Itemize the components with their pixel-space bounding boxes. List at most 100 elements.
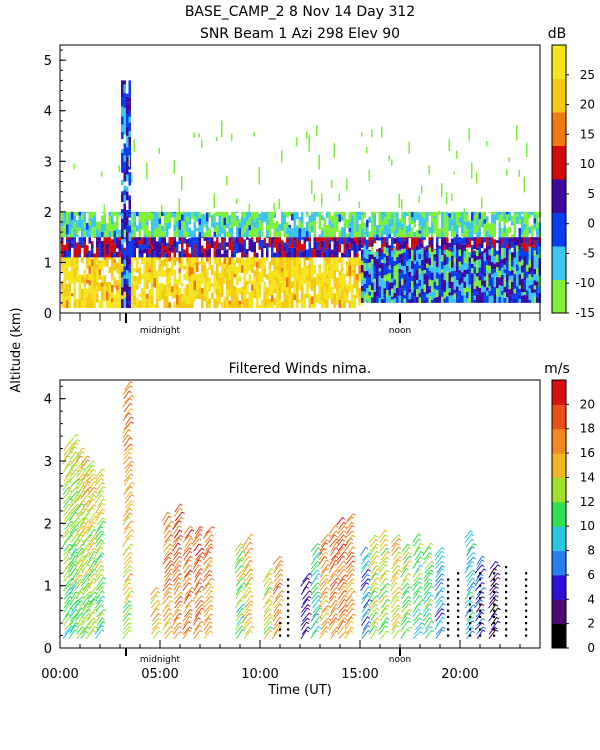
snr-cell	[511, 221, 514, 226]
snr-cell	[241, 265, 244, 273]
snr-speckle	[103, 204, 105, 214]
snr-cell	[221, 237, 224, 239]
snr-cell	[181, 282, 184, 287]
snr-cell	[263, 263, 266, 269]
snr-cell	[308, 281, 311, 289]
snr-cell	[443, 272, 446, 276]
wind-barb	[97, 520, 107, 530]
wind-barb	[320, 564, 331, 574]
snr-cell	[491, 227, 494, 238]
snr-cell	[113, 259, 116, 263]
snr-cell	[453, 298, 456, 303]
snr-cell	[303, 227, 306, 238]
snr-cell	[393, 273, 396, 280]
wind-barb	[391, 607, 401, 618]
snr-cell	[356, 237, 359, 245]
wind-barb	[422, 603, 433, 613]
snr-cell	[283, 211, 286, 215]
snr-cell	[131, 239, 134, 250]
snr-cell	[141, 304, 144, 308]
wind-barb	[436, 565, 445, 574]
snr-cell	[168, 272, 171, 280]
snr-cell	[513, 293, 516, 299]
snr-cell	[128, 241, 131, 251]
snr-cell	[286, 237, 289, 239]
snr-cell	[223, 211, 226, 218]
snr-cell	[448, 257, 451, 261]
snr-cell	[206, 212, 209, 222]
snr-cell	[336, 296, 339, 305]
snr-cell	[253, 252, 256, 258]
snr-cell	[423, 263, 426, 271]
snr-cell	[383, 257, 386, 264]
wind-barb	[312, 625, 322, 635]
wind-barb	[80, 508, 89, 517]
snr-cell	[501, 211, 504, 216]
snr-cell	[303, 237, 306, 244]
snr-cell	[446, 275, 449, 282]
snr-cell	[223, 277, 226, 284]
wind-no-data-dot	[505, 603, 508, 606]
snr-cell	[236, 237, 239, 244]
snr-cell	[428, 265, 431, 271]
snr-cell	[381, 262, 384, 271]
wind-barb	[94, 599, 104, 609]
snr-cell	[93, 257, 96, 262]
snr-cell	[451, 230, 454, 238]
snr-cell	[166, 246, 169, 254]
snr-cell	[311, 273, 314, 280]
snr-cell	[436, 216, 439, 220]
snr-cell	[308, 231, 311, 238]
snr-cell	[273, 222, 276, 228]
snr-cell	[393, 237, 396, 244]
snr-cell	[83, 269, 86, 277]
snr-cell	[341, 216, 344, 221]
snr-cell	[183, 227, 186, 234]
snr-cell	[506, 292, 509, 298]
snr-cell	[326, 278, 329, 283]
snr-cell	[126, 156, 129, 163]
snr-cell	[368, 250, 371, 255]
snr-cell	[93, 211, 96, 216]
snr-cell	[173, 278, 176, 284]
wind-barb	[70, 599, 81, 609]
wind-barb	[87, 481, 98, 491]
snr-cell	[371, 214, 374, 220]
snr-cell	[506, 237, 509, 245]
snr-cell	[83, 276, 86, 286]
snr-cell	[63, 250, 66, 258]
snr-cell	[251, 296, 254, 304]
snr-cell	[391, 296, 394, 300]
snr-cell	[68, 251, 71, 258]
wind-barb	[466, 572, 476, 583]
snr-speckle	[226, 175, 228, 186]
snr-cell	[533, 268, 536, 275]
wind-barb	[336, 546, 346, 557]
snr-cell	[188, 257, 191, 259]
snr-cell	[241, 290, 244, 301]
snr-cell	[293, 291, 296, 295]
snr-cell	[281, 289, 284, 293]
snr-cell	[426, 297, 429, 303]
wind-barb	[194, 599, 204, 609]
wind-barb	[162, 591, 172, 600]
snr-cell	[353, 221, 356, 229]
wind-barb	[319, 581, 330, 591]
wind-barb	[464, 591, 474, 600]
snr-cell	[183, 222, 186, 228]
wind-barb	[192, 559, 202, 570]
wind-barb	[151, 621, 162, 631]
wind-barb	[62, 495, 73, 504]
snr-cell	[523, 223, 526, 230]
wind-barb	[370, 550, 380, 561]
snr-cell	[198, 261, 201, 265]
snr-speckle	[258, 167, 260, 185]
wind-barb	[184, 590, 194, 600]
snr-speckle	[198, 133, 200, 138]
snr-cell	[246, 285, 249, 295]
snr-cell	[331, 286, 334, 293]
snr-cell	[186, 231, 189, 238]
snr-cell	[96, 285, 99, 294]
snr-cell	[123, 107, 126, 114]
snr-cell	[241, 216, 244, 222]
